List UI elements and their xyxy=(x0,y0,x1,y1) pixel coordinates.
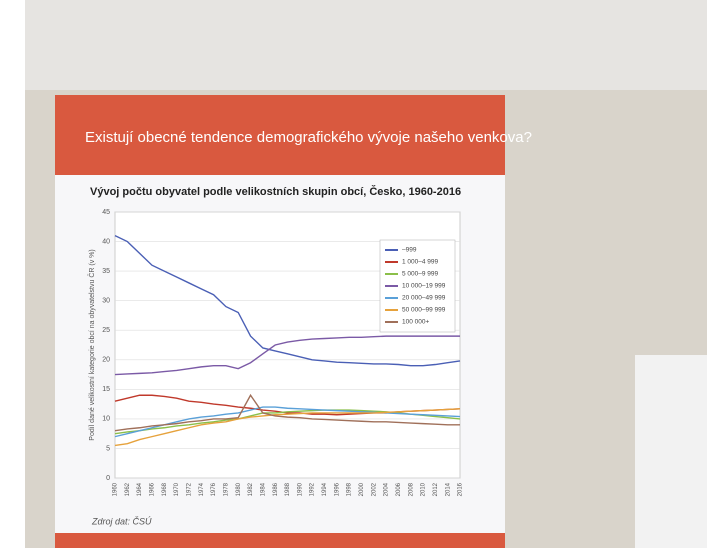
series-line xyxy=(114,393,460,432)
slide-title: Existují obecné tendence demografického … xyxy=(85,129,532,146)
y-tick-label: 40 xyxy=(102,238,110,245)
y-tick-label: 25 xyxy=(102,327,110,334)
x-tick-label: 1980 xyxy=(236,482,242,496)
x-tick-label: 1960 xyxy=(113,482,119,496)
y-tick-label: 0 xyxy=(106,475,110,482)
border xyxy=(0,0,25,548)
x-tick-label: 2000 xyxy=(359,482,365,496)
x-tick-label: 2010 xyxy=(421,482,427,496)
y-tick-label: 15 xyxy=(102,386,110,393)
slide-title-band xyxy=(55,95,505,175)
series-line xyxy=(114,335,460,376)
y-axis-label: Podíl dané velikostní kategorie obcí na … xyxy=(87,249,96,440)
x-tick-label: 1964 xyxy=(137,482,143,496)
x-tick-label: 2016 xyxy=(458,482,464,496)
x-tick-label: 1994 xyxy=(322,482,328,496)
legend-label: –999 xyxy=(402,247,417,254)
x-tick-label: 1988 xyxy=(285,482,291,496)
y-tick-label: 45 xyxy=(102,209,110,216)
x-tick-label: 2004 xyxy=(384,482,390,496)
x-tick-label: 1992 xyxy=(310,482,316,496)
y-tick-label: 30 xyxy=(102,298,110,305)
x-tick-label: 1974 xyxy=(199,482,205,496)
x-tick-label: 1976 xyxy=(211,482,217,496)
x-tick-label: 2002 xyxy=(371,482,377,496)
x-tick-label: 1996 xyxy=(334,482,340,496)
y-tick-label: 35 xyxy=(102,268,110,275)
x-tick-label: 1984 xyxy=(260,482,266,496)
x-tick-label: 1978 xyxy=(223,482,229,496)
x-tick-label: 1986 xyxy=(273,482,279,496)
y-tick-label: 10 xyxy=(102,416,110,423)
x-tick-label: 1972 xyxy=(187,482,193,496)
series-line xyxy=(114,408,461,447)
x-tick-label: 1966 xyxy=(150,482,156,496)
x-tick-label: 2006 xyxy=(396,482,402,496)
y-tick-label: 5 xyxy=(106,445,110,452)
x-tick-label: 1998 xyxy=(347,482,353,496)
legend-label: 10 000–19 999 xyxy=(402,283,446,290)
x-tick-label: 2014 xyxy=(445,482,451,496)
source: Zdroj dat: ČSÚ xyxy=(91,516,152,526)
ceiling xyxy=(0,0,707,90)
legend-label: 1 000–4 999 xyxy=(402,259,439,266)
x-tick-label: 2008 xyxy=(408,482,414,496)
x-tick-label: 2012 xyxy=(433,482,439,496)
slide-footer xyxy=(55,533,505,548)
legend-label: 5 000–9 999 xyxy=(402,271,439,278)
y-tick-label: 20 xyxy=(102,357,110,364)
x-tick-label: 1962 xyxy=(125,482,131,496)
legend-label: 50 000–99 999 xyxy=(402,307,446,314)
chart-title: Vývoj počtu obyvatel podle velikostních … xyxy=(90,185,461,198)
x-tick-label: 1968 xyxy=(162,482,168,496)
legend-label: 100 000+ xyxy=(402,319,429,326)
series-line xyxy=(114,235,461,367)
x-tick-label: 1982 xyxy=(248,482,254,496)
banner xyxy=(635,355,707,548)
x-tick-label: 1990 xyxy=(297,482,303,496)
legend-label: 20 000–49 999 xyxy=(402,295,446,302)
series-line xyxy=(114,406,461,438)
x-tick-label: 1970 xyxy=(174,482,180,496)
